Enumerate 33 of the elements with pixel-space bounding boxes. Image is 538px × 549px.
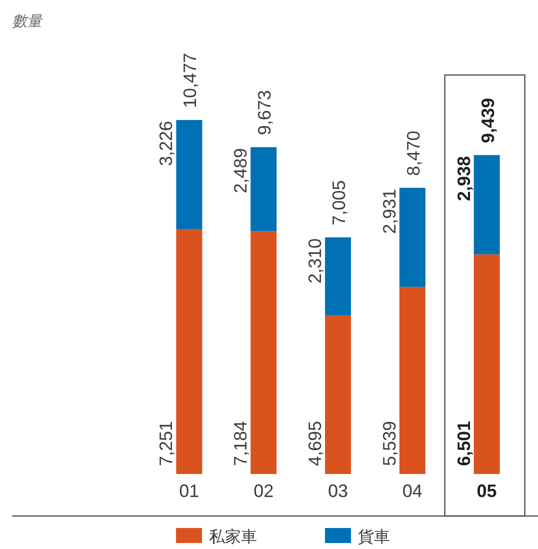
bar — [399, 188, 426, 287]
legend-label: 貨車 — [358, 528, 390, 546]
bar — [474, 155, 500, 254]
total-label: 7,005 — [329, 180, 349, 226]
data-label: 4,695 — [305, 420, 325, 466]
x-tick-label: 03 — [328, 481, 348, 501]
data-label: 2,931 — [379, 188, 400, 234]
total-label: 8,470 — [403, 130, 424, 176]
data-label: 2,310 — [305, 238, 325, 284]
bar — [176, 229, 202, 474]
data-label: 7,184 — [230, 420, 251, 466]
bar — [325, 237, 351, 316]
x-tick-label: 01 — [179, 481, 200, 501]
data-label: 7,251 — [156, 420, 176, 466]
data-label: 2,489 — [230, 148, 251, 194]
legend-label: 私家車 — [209, 528, 257, 546]
data-label: 3,226 — [156, 121, 176, 166]
bar — [250, 231, 277, 474]
total-label: 9,439 — [478, 98, 498, 144]
bar — [325, 315, 351, 474]
data-label: 5,539 — [379, 420, 400, 466]
x-tick-label: 02 — [254, 481, 274, 501]
x-tick-label: 04 — [402, 481, 422, 501]
data-label: 6,501 — [454, 420, 474, 466]
total-label: 9,673 — [254, 90, 275, 136]
text: 數量 — [12, 13, 44, 30]
data-label: 2,938 — [454, 156, 474, 202]
total-label: 10,477 — [180, 52, 200, 108]
x-tick-label: 05 — [476, 481, 497, 501]
bar — [474, 254, 500, 474]
bar — [250, 147, 277, 232]
bar — [176, 120, 202, 229]
bar — [399, 286, 426, 474]
